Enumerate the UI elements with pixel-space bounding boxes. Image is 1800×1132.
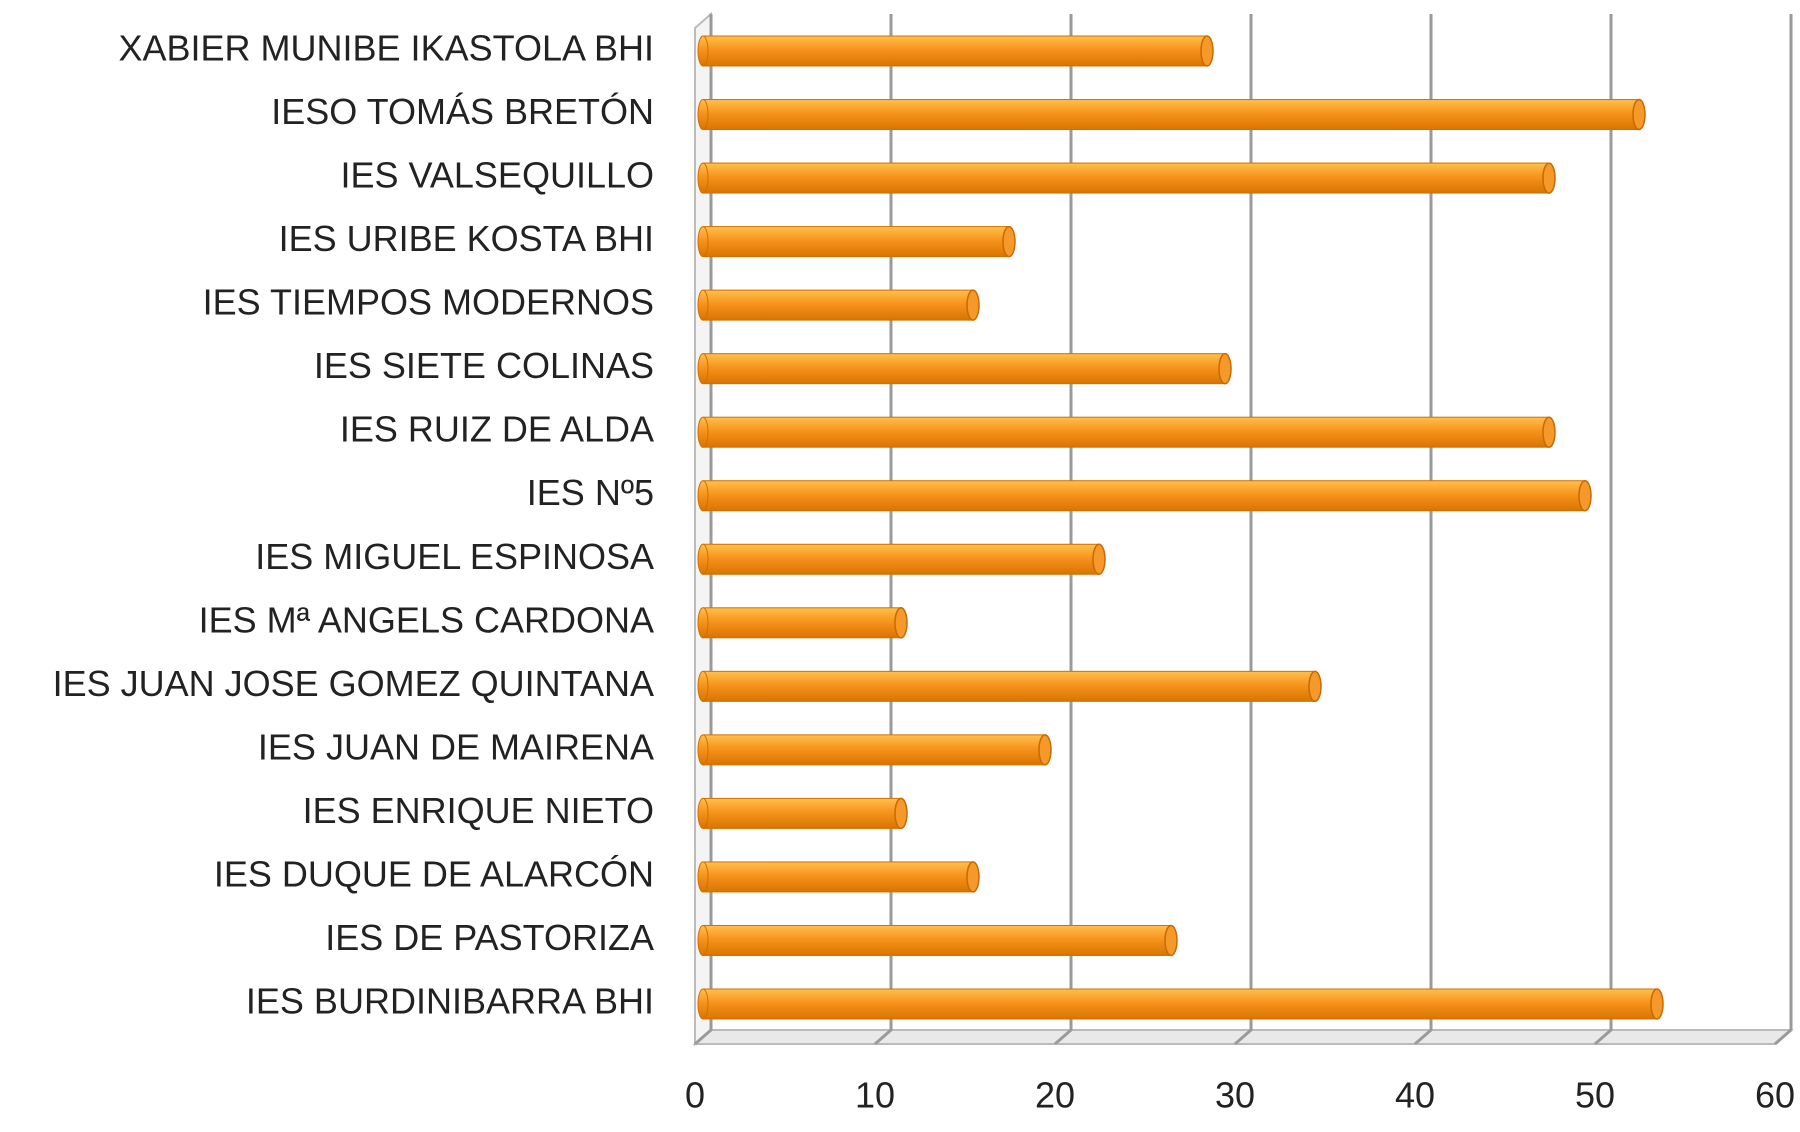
grid-line [1054, 14, 1073, 1046]
x-tick-label: 50 [1575, 1075, 1615, 1116]
bar [697, 988, 1664, 1020]
grid-line [1414, 14, 1433, 1046]
x-tick-label: 0 [685, 1075, 705, 1116]
bar [697, 607, 908, 639]
bar [697, 162, 1556, 194]
bar [697, 35, 1214, 67]
y-tick-label: XABIER MUNIBE IKASTOLA BHI [119, 28, 655, 69]
bar [697, 416, 1556, 448]
grid-line [1594, 14, 1613, 1046]
y-tick-label: IES RUIZ DE ALDA [340, 409, 654, 450]
bar [697, 98, 1646, 131]
y-tick-label: IES JUAN DE MAIRENA [258, 726, 654, 767]
y-tick-label: IES URIBE KOSTA BHI [279, 218, 654, 259]
y-tick-label: IES VALSEQUILLO [341, 155, 654, 196]
grid-line [1774, 14, 1793, 1046]
grid-line [694, 14, 713, 1046]
bar [697, 734, 1052, 766]
bar [697, 670, 1322, 703]
x-tick-label: 10 [855, 1075, 895, 1116]
bar [697, 352, 1232, 385]
bar [697, 289, 980, 321]
y-tick-label: IES ENRIQUE NIETO [303, 790, 654, 831]
y-tick-label: IES TIEMPOS MODERNOS [203, 282, 654, 323]
x-tick-label: 20 [1035, 1075, 1075, 1116]
bar [697, 797, 908, 830]
y-tick-label: IES DUQUE DE ALARCÓN [214, 853, 654, 894]
grid-line [874, 14, 893, 1046]
bar [697, 924, 1178, 957]
x-tick-label: 30 [1215, 1075, 1255, 1116]
bar [697, 479, 1592, 512]
grid-line [1234, 14, 1253, 1046]
y-tick-label: IESO TOMÁS BRETÓN [271, 91, 654, 132]
y-tick-label: IES Mª ANGELS CARDONA [199, 599, 654, 640]
bar [697, 861, 980, 893]
y-tick-label: IES SIETE COLINAS [314, 345, 654, 386]
x-tick-label: 40 [1395, 1075, 1435, 1116]
y-tick-label: IES JUAN JOSE GOMEZ QUINTANA [53, 663, 654, 704]
y-tick-label: IES Nº5 [527, 472, 654, 513]
y-tick-label: IES MIGUEL ESPINOSA [255, 536, 654, 577]
y-tick-label: IES BURDINIBARRA BHI [246, 981, 654, 1022]
y-tick-label: IES DE PASTORIZA [325, 917, 654, 958]
x-tick-label: 60 [1755, 1075, 1795, 1116]
bar [697, 225, 1016, 258]
bar [697, 543, 1106, 576]
